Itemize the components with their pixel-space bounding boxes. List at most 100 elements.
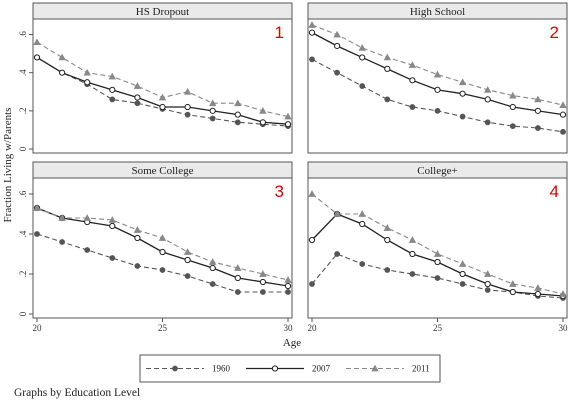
- data-point-1960: [359, 83, 366, 89]
- data-point-2011: [383, 53, 392, 61]
- data-point-2007: [409, 250, 416, 258]
- data-point-2011: [408, 236, 417, 243]
- data-point-1960: [34, 231, 40, 237]
- data-point-2007: [284, 282, 292, 290]
- x-tick-label: 20: [33, 323, 43, 333]
- data-point-2007: [259, 278, 266, 286]
- data-point-2011: [158, 234, 167, 241]
- series-line-1960: [311, 253, 564, 299]
- data-point-1960: [509, 123, 516, 130]
- panel-frame: [32, 2, 293, 154]
- x-tick-label: 30: [559, 323, 569, 333]
- y-tick-label: 0: [18, 146, 28, 151]
- data-point-2011: [83, 68, 91, 76]
- y-tick-label: .4: [18, 69, 28, 76]
- data-point-2007: [184, 256, 191, 264]
- panel-number: 4: [550, 182, 559, 201]
- data-point-1960: [484, 287, 491, 293]
- panel-title: Some College: [131, 165, 193, 177]
- data-point-1960: [384, 96, 391, 103]
- data-point-2007: [308, 29, 316, 36]
- data-point-2011: [483, 270, 492, 277]
- data-point-2011: [158, 93, 167, 101]
- data-point-2007: [534, 107, 542, 114]
- data-point-2011: [383, 224, 392, 231]
- data-point-1960: [109, 96, 116, 103]
- data-point-1960: [434, 107, 441, 114]
- data-point-2007: [234, 111, 241, 118]
- data-point-2011: [183, 87, 192, 95]
- data-point-1960: [309, 56, 315, 63]
- x-tick-label: 25: [433, 323, 443, 333]
- data-point-2011: [183, 248, 192, 255]
- data-point-1960: [459, 281, 466, 287]
- data-point-1960: [184, 111, 191, 118]
- data-point-2011: [234, 264, 242, 271]
- data-point-2007: [359, 220, 366, 228]
- data-point-1960: [409, 104, 416, 110]
- panel-number: 2: [550, 23, 559, 42]
- data-point-1960: [309, 281, 315, 287]
- data-point-2007: [109, 86, 116, 93]
- data-point-2011: [83, 214, 91, 221]
- data-point-2011: [559, 101, 567, 108]
- legend-label-2011: 2011: [412, 364, 430, 374]
- data-point-2007: [59, 69, 66, 76]
- data-point-1960: [134, 100, 141, 107]
- data-point-1960: [84, 247, 91, 253]
- data-point-1960: [535, 125, 541, 131]
- x-axis-label: Age: [283, 337, 301, 349]
- data-point-2011: [534, 95, 542, 103]
- data-point-1960: [209, 281, 216, 287]
- data-point-1960: [334, 251, 340, 257]
- data-point-2007: [484, 96, 491, 103]
- data-point-2007: [109, 222, 116, 230]
- data-point-2011: [133, 82, 142, 89]
- y-tick-label: .2: [18, 271, 28, 278]
- panel-number: 1: [275, 23, 284, 42]
- legend: 1960 2007 2011: [139, 354, 441, 383]
- panel-frame: [307, 2, 568, 154]
- data-point-2011: [108, 72, 117, 80]
- panel-title: HS Dropout: [136, 6, 189, 18]
- data-point-2011: [358, 210, 366, 217]
- data-point-2011: [259, 270, 267, 277]
- data-point-2011: [308, 21, 316, 28]
- data-point-1960: [484, 119, 491, 126]
- data-point-2007: [409, 77, 416, 84]
- x-tick-label: 20: [308, 323, 318, 333]
- series-line-2011: [311, 193, 564, 295]
- data-point-2011: [133, 226, 142, 233]
- data-point-1960: [209, 115, 216, 122]
- panel-frame: [307, 161, 568, 319]
- data-point-2007: [159, 103, 166, 111]
- data-point-2007: [434, 258, 441, 266]
- data-point-2011: [458, 260, 467, 267]
- data-point-2007: [134, 234, 141, 242]
- panel-title-band: [307, 2, 568, 20]
- data-point-1960: [384, 267, 391, 273]
- panel-title: High School: [410, 6, 465, 18]
- data-point-2007: [384, 65, 391, 72]
- data-point-2007: [359, 54, 366, 61]
- data-point-2011: [333, 210, 341, 217]
- data-point-2011: [559, 290, 567, 297]
- data-point-2011: [58, 53, 66, 61]
- data-point-2007: [284, 121, 292, 128]
- legend-label-1960: 1960: [212, 364, 231, 374]
- data-point-2007: [33, 54, 41, 61]
- data-point-1960: [259, 289, 266, 295]
- data-point-2011: [534, 284, 542, 291]
- data-point-2011: [208, 258, 217, 265]
- data-point-1960: [434, 275, 441, 281]
- data-point-2007: [134, 94, 141, 101]
- data-point-1960: [409, 271, 416, 277]
- footer-note: Graphs by Education Level: [14, 387, 140, 399]
- data-point-2011: [408, 61, 417, 68]
- legend-marker-2007: [271, 365, 279, 372]
- y-tick-label: 0: [18, 311, 28, 316]
- y-tick-label: .6: [18, 190, 28, 197]
- data-point-2007: [259, 119, 266, 126]
- panel-title: College+: [417, 165, 457, 177]
